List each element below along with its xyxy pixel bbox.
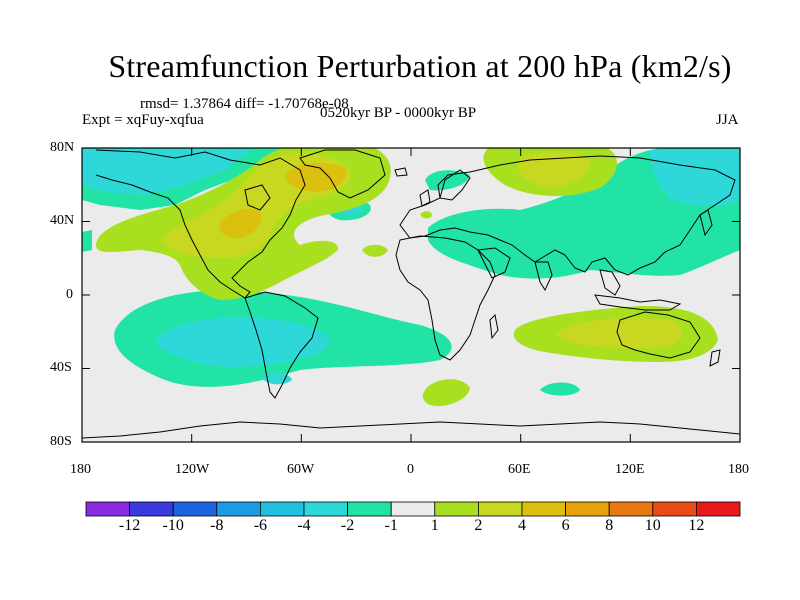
colorbar-label: -2: [340, 517, 355, 534]
colorbar-box: [565, 501, 610, 517]
colorbar-label: 8: [605, 517, 614, 534]
lon-label-180e: 180: [728, 462, 749, 477]
colorbar-label: 12: [688, 517, 705, 534]
coast-iceland: [394, 167, 408, 177]
lon-label-120w: 120W: [175, 462, 210, 477]
contour-neg-europe: [425, 170, 470, 191]
colorbar-label: 2: [474, 517, 483, 534]
colorbar-box: [608, 501, 654, 517]
coast-scandinavia: [439, 169, 471, 201]
lon-label-120e: 120E: [615, 462, 645, 477]
period-label: 0520kyr BP - 0000kyr BP: [320, 105, 477, 121]
coast-eurasia: [399, 155, 736, 276]
axis-ticks: [81, 147, 741, 443]
coastlines: [82, 149, 740, 439]
colorbar-label: 1: [430, 517, 439, 534]
experiment-label: Expt = xqFuy-xqfua: [82, 112, 204, 128]
coast-india: [534, 261, 553, 292]
colorbar-label: 6: [561, 517, 570, 534]
contour-pos-north-america-core: [219, 208, 262, 239]
colorbar-box: [172, 501, 218, 517]
lat-label-40n: 40N: [50, 213, 75, 228]
positive-anomalies: [96, 148, 718, 407]
colorbar-box: [216, 501, 261, 517]
colorbar-box: [129, 501, 174, 517]
coast-new-zealand: [709, 349, 721, 367]
plot-title: Streamfunction Perturbation at 200 hPa (…: [108, 48, 732, 84]
colorbar: [85, 501, 741, 517]
lon-label-180w: 180: [70, 462, 91, 477]
contour-pos-europe-small: [420, 211, 432, 219]
coast-australia: [616, 311, 701, 359]
contour-pos-australia-core: [556, 318, 683, 349]
colorbar-box: [652, 501, 697, 517]
colorbar-label: -4: [297, 517, 311, 534]
contour-neg-south-pacific-core: [156, 317, 329, 367]
stats-line: rmsd= 1.37864 diff= -1.70768e-08: [140, 96, 349, 112]
colorbar-label: 10: [644, 517, 661, 534]
colorbar-box: [390, 501, 436, 517]
coast-southeast-asia: [599, 269, 621, 296]
colorbar-box: [521, 501, 566, 517]
colorbar-box: [477, 501, 523, 517]
coast-north-america: [95, 149, 306, 299]
contour-pos-mid-atlantic: [362, 244, 388, 257]
season-label: JJA: [716, 112, 739, 128]
coast-greenland: [299, 149, 386, 199]
coast-indonesia: [594, 294, 682, 311]
lon-label-60e: 60E: [508, 462, 531, 477]
colorbar-box: [85, 501, 130, 517]
coast-japan: [699, 209, 713, 237]
colorbar-box: [434, 501, 479, 517]
coast-hudson-bay: [244, 184, 271, 211]
lon-label-60w: 60W: [287, 462, 315, 477]
colorbar-box: [696, 501, 741, 517]
contour-neg-patagonia: [262, 373, 292, 385]
colorbar-label: -1: [384, 517, 398, 534]
coast-antarctica: [82, 421, 740, 439]
coast-arabia: [477, 247, 511, 279]
lat-label-80s: 80S: [50, 434, 72, 449]
contour-pos-north-asia-core: [517, 152, 591, 188]
lat-label-0: 0: [66, 287, 73, 302]
colorbar-box: [259, 501, 305, 517]
colorbar-label: -12: [118, 517, 141, 534]
colorbar-label: -10: [162, 517, 184, 534]
colorbar-label: 4: [518, 517, 526, 534]
lat-label-40s: 40S: [50, 360, 72, 375]
colorbar-box: [347, 501, 392, 517]
coast-south-america: [244, 291, 319, 399]
map-area: [82, 148, 740, 442]
coast-british-isles: [419, 189, 431, 207]
colorbar-label: -8: [210, 517, 224, 534]
contour-pos-south-atlantic: [422, 379, 470, 407]
coast-africa: [395, 235, 496, 361]
contour-neg-west-edge: [82, 230, 92, 252]
coast-madagascar: [489, 313, 499, 340]
colorbar-label: -6: [253, 517, 268, 534]
lon-label-0: 0: [407, 462, 414, 477]
contour-neg-southern-indian: [540, 382, 580, 396]
lat-label-80n: 80N: [50, 140, 75, 155]
negative-anomalies: [82, 148, 740, 396]
colorbar-box: [303, 501, 348, 517]
